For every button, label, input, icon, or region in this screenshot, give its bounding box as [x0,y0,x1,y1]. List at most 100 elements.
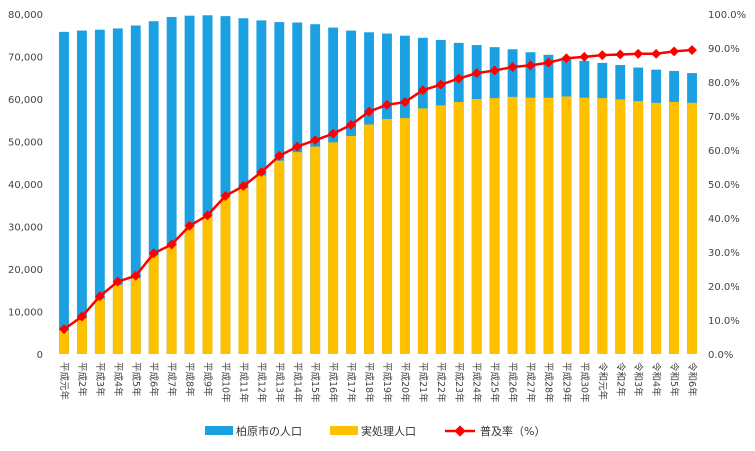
point-coverage-rate-26 [525,60,536,71]
legend-swatch-rate-marker [454,425,466,437]
point-coverage-rate-11 [256,167,267,178]
category-axis-ticks: 平成元年 平成2年 平成3年 平成4年 平成5年 平成6年 平成7年 平成8年 平成9年 平成10… [58,362,698,403]
point-coverage-rate-10 [238,181,249,191]
bar-served-5 [148,255,159,354]
point-coverage-rate-15 [328,128,339,139]
category-label-10: 平成11年 [237,362,249,403]
category-label-23: 平成24年 [471,362,483,403]
right-tick-label-8: 80.0% [708,78,740,89]
category-label-2: 平成3年 [94,362,106,397]
bar-population-7 [184,15,195,354]
bar-population-1 [76,30,87,354]
bar-served-6 [166,245,177,354]
bar-served-31 [615,99,626,354]
category-label-6: 平成7年 [166,362,178,397]
point-coverage-rate-4 [130,270,141,281]
point-coverage-rate-30 [597,50,608,61]
left-tick-label-6: 60,000 [8,95,43,106]
bar-served-14 [310,146,321,354]
bar-served-3 [112,284,123,354]
left-tick-label-5: 50,000 [8,138,43,149]
bar-served-21 [435,105,446,354]
category-label-15: 平成16年 [327,362,339,403]
bar-served-15 [328,142,339,354]
left-tick-label-8: 80,000 [8,10,43,21]
bar-served-24 [489,98,500,355]
bar-served-12 [274,160,285,354]
bar-served-27 [543,97,554,354]
right-tick-label-10: 100.0% [708,10,746,21]
bar-served-18 [382,118,392,354]
right-tick-label-5: 50.0% [708,180,740,191]
category-label-13: 平成14年 [291,362,303,403]
category-label-0: 平成元年 [58,362,70,401]
left-tick-label-3: 30,000 [8,223,43,234]
bar-served-25 [507,96,518,354]
point-coverage-rate-27 [543,57,554,68]
right-axis-ticks: 0.0% 10.0% 20.0% 30.0% 40.0% 50.0% 60.0% 70.0% 8… [708,10,746,361]
bar-served-32 [633,101,644,354]
right-tick-label-9: 90.0% [708,44,740,55]
bar-served-9 [220,196,231,354]
bar-served-10 [238,188,249,354]
category-label-34: 令和5年 [668,362,680,397]
point-coverage-rate-9 [220,190,231,201]
left-tick-label-0: 0 [37,350,43,361]
legend: 柏原市の人口 実処理人口 普及率（%） [205,424,545,438]
right-tick-label-2: 20.0% [708,282,740,293]
bar-served-33 [651,102,662,354]
bar-served-34 [669,101,680,354]
bar-served-20 [417,108,428,354]
bar-served-1 [76,318,87,354]
bar-population-9 [220,16,231,354]
right-tick-label-3: 30.0% [708,248,740,259]
bar-served-30 [597,98,608,355]
bar-served-7 [184,226,195,354]
category-label-27: 平成28年 [542,362,554,403]
legend-label-rate: 普及率（%） [480,424,545,438]
bar-served-35 [687,102,697,354]
bar-population-4 [130,25,141,354]
bar-served-22 [453,101,464,354]
bar-served-29 [579,97,590,354]
bar-population-3 [112,28,123,354]
bar-population-8 [202,15,213,355]
bar-served-4 [130,278,141,354]
category-label-35: 令和6年 [686,362,698,397]
category-label-21: 平成22年 [435,362,447,403]
point-coverage-rate-8 [202,210,213,221]
left-tick-label-4: 40,000 [8,180,43,191]
left-axis-ticks: 0 10,000 20,000 30,000 40,000 50,000 60,000 70,… [8,10,43,361]
bar-served-13 [292,152,303,354]
legend-label-population: 柏原市の人口 [236,424,302,438]
category-label-19: 平成20年 [399,362,411,403]
point-coverage-rate-35 [687,45,697,55]
category-label-32: 令和3年 [632,362,644,397]
point-coverage-rate-28 [561,53,572,64]
category-label-28: 平成29年 [560,362,572,403]
category-label-11: 平成12年 [255,362,267,403]
category-label-25: 平成26年 [507,362,519,403]
point-coverage-rate-5 [148,248,159,259]
category-label-20: 平成21年 [417,362,429,403]
bar-served-19 [399,118,410,354]
bar-served-0 [59,330,69,354]
category-label-31: 令和2年 [614,362,626,397]
point-coverage-rate-7 [184,220,195,231]
category-label-8: 平成9年 [202,362,214,397]
legend-swatch-served [330,426,358,435]
legend-swatch-population [205,426,233,435]
category-label-17: 平成18年 [363,362,375,403]
category-label-33: 令和4年 [650,362,662,397]
bar-population-2 [94,29,105,354]
bar-served-2 [94,298,105,354]
category-label-7: 平成8年 [184,362,196,397]
category-label-4: 平成5年 [130,362,142,397]
category-label-16: 平成17年 [345,362,357,403]
category-label-18: 平成19年 [381,362,393,403]
point-coverage-rate-32 [633,48,644,59]
bar-served-8 [202,215,213,354]
bar-served-23 [471,99,482,354]
category-label-1: 平成2年 [76,362,88,397]
